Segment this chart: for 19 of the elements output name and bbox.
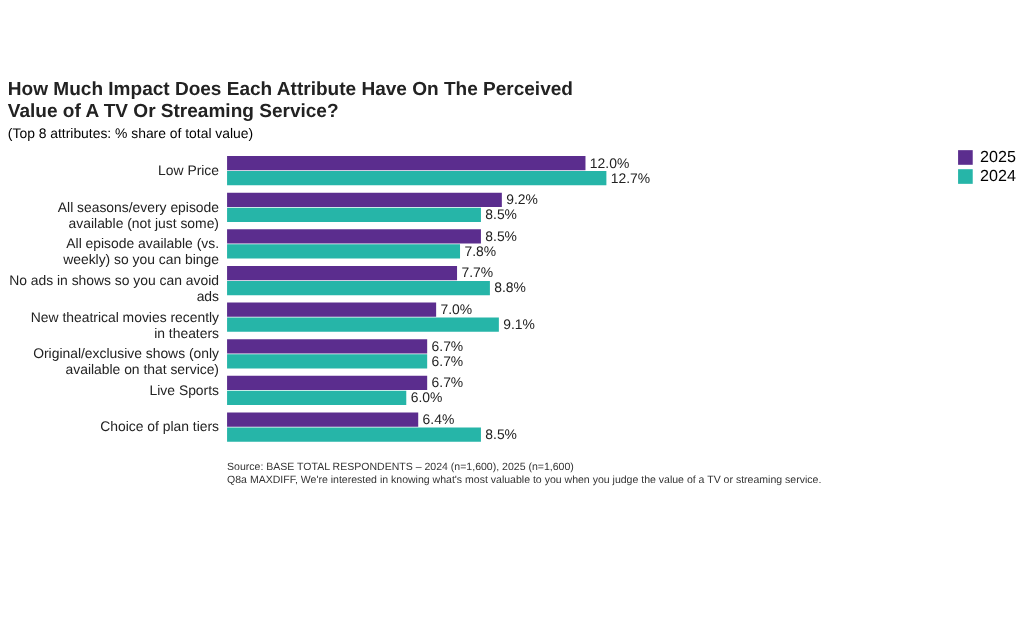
bar [227,339,428,354]
bar [227,354,428,369]
bar [227,156,586,171]
chart-title: How Much Impact Does Each Attribute Have On The Perceived Value of A TV Or Streaming Service? [7,79,574,124]
legend-label: 2024 [980,166,1017,185]
bar [227,375,428,391]
bar [227,265,458,281]
bar [227,171,607,186]
legend-label: 2025 [980,147,1017,166]
bar [227,244,461,259]
bar [227,412,419,427]
bar [227,192,502,207]
bar [227,280,490,296]
bar [227,207,481,222]
bar [227,427,481,442]
bar [227,390,407,406]
bar [227,317,499,332]
bar [227,302,437,317]
bar [227,229,481,244]
